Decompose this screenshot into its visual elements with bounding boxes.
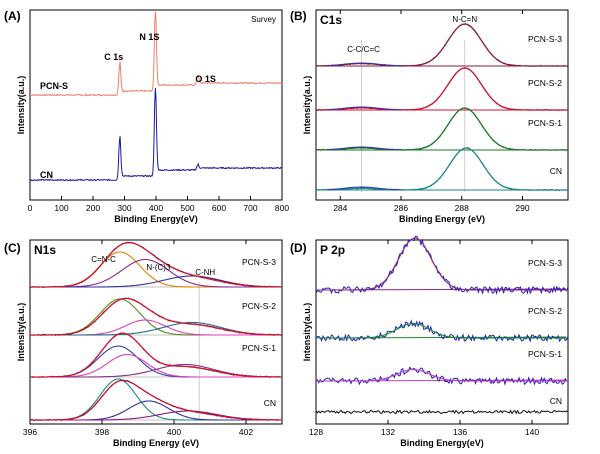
panel-a: (A) 0 100 200 300 400 500 600 700 800 Binding Ener…	[4, 9, 289, 224]
peak-label: O 1S	[195, 74, 216, 84]
chart-title: Survey	[251, 15, 276, 24]
raw-data-line	[29, 332, 283, 379]
x-tick-label: 128	[309, 427, 323, 437]
fit-component	[30, 363, 282, 378]
series-label: PCN-S-3	[528, 258, 562, 268]
series-label: PCN-S-3	[242, 257, 276, 267]
series-line-cn	[29, 87, 282, 182]
peak-label: C 1s	[104, 52, 123, 62]
raw-data-line	[315, 66, 569, 112]
series-label: PCN-S-1	[528, 118, 562, 128]
annotation: C=N-C	[91, 255, 116, 264]
x-tick-label: 288	[455, 203, 469, 213]
x-tick-label: 500	[180, 203, 194, 213]
annotation: C-C/C=C	[347, 45, 380, 54]
y-axis-title: Intensity(a.u.)	[16, 76, 26, 135]
y-axis-title: Intensity(a.u.)	[302, 303, 312, 362]
y-axis-title: Intensity(a.u.)	[16, 303, 26, 362]
panel-label: (D)	[290, 241, 307, 255]
x-tick-label: 398	[95, 427, 109, 437]
series-label: PCN-S-2	[528, 78, 562, 88]
series-label: PCN-S	[40, 81, 68, 91]
x-tick-label: 400	[149, 203, 163, 213]
chart-title: N1s	[34, 243, 56, 257]
x-tick-label: 300	[117, 203, 131, 213]
raw-data-line	[315, 366, 569, 387]
envelope-line	[30, 379, 282, 421]
x-tick-label: 136	[453, 427, 467, 437]
series-label: CN	[40, 170, 53, 180]
panel-b: (B) 284 286 288 290 Binding Energy (eV) Intens…	[290, 9, 569, 224]
fit-line	[316, 369, 568, 382]
fit-line	[316, 322, 568, 339]
x-tick-label: 402	[239, 427, 253, 437]
x-tick-label: 800	[275, 203, 289, 213]
x-tick-label: 132	[381, 427, 395, 437]
x-tick-label: 0	[28, 203, 33, 213]
envelope-line	[30, 297, 282, 336]
x-tick-label: 140	[525, 427, 539, 437]
x-tick-label: 400	[167, 427, 181, 437]
fit-line	[316, 237, 568, 291]
plot-frame	[29, 239, 283, 425]
raw-data-line	[315, 107, 569, 151]
series-line-pcn-s	[29, 11, 283, 97]
plot-frame	[315, 239, 569, 425]
series-label: PCN-S-3	[528, 34, 562, 44]
annotation: N-C=N	[452, 15, 477, 24]
series-label: CN	[264, 398, 276, 408]
series-label: PCN-S-1	[242, 343, 276, 353]
x-tick-label: 700	[243, 203, 257, 213]
x-tick-label: 396	[23, 427, 37, 437]
chart-title: P 2p	[320, 243, 345, 257]
fit-component	[30, 400, 282, 421]
series-label: PCN-S-1	[528, 349, 562, 359]
fit-line	[316, 147, 568, 191]
c-c-component	[328, 106, 401, 111]
c-c-component	[328, 62, 401, 67]
raw-data-line	[315, 147, 569, 192]
x-tick-label: 600	[212, 203, 226, 213]
plot-frame	[315, 9, 569, 201]
chart-title: C1s	[320, 13, 342, 27]
x-axis-title: Binding Energy(eV)	[114, 214, 198, 224]
series-label: PCN-S-2	[528, 306, 562, 316]
fit-component	[30, 378, 282, 421]
envelope-line	[30, 241, 282, 288]
annotation: N-(C)3	[146, 263, 171, 272]
annotation: C-NH	[195, 268, 215, 277]
envelope-line	[30, 332, 282, 378]
panel-d: (D) 128 132 136 140 Binding Energy(eV) Intensi…	[290, 235, 569, 448]
x-tick-label: 286	[394, 203, 408, 213]
x-tick-label: 290	[515, 203, 529, 213]
c-c-component	[328, 186, 401, 191]
panel-label: (B)	[290, 9, 307, 23]
panel-label: (A)	[4, 9, 21, 23]
x-axis-title: Binding Energy(eV)	[400, 438, 484, 448]
fit-line	[316, 107, 568, 151]
panel-label: (C)	[4, 241, 21, 255]
c-c-component	[328, 146, 401, 151]
fit-component	[30, 353, 282, 378]
fit-line	[316, 67, 568, 111]
series-label: CN	[550, 396, 562, 406]
series-label: PCN-S-2	[242, 301, 276, 311]
panel-c: (C) 396 398 400 402 Binding Energy (eV) Intens…	[4, 239, 283, 448]
series-label: CN	[550, 166, 562, 176]
x-tick-label: 284	[333, 203, 347, 213]
x-axis-title: Binding Energy (eV)	[113, 438, 199, 448]
x-tick-label: 200	[86, 203, 100, 213]
y-axis-title: Intensity(a.u.)	[302, 76, 312, 135]
x-tick-label: 100	[54, 203, 68, 213]
raw-data-line	[315, 409, 569, 415]
peak-label: N 1S	[139, 32, 159, 42]
x-axis-title: Binding Energy (eV)	[399, 214, 485, 224]
